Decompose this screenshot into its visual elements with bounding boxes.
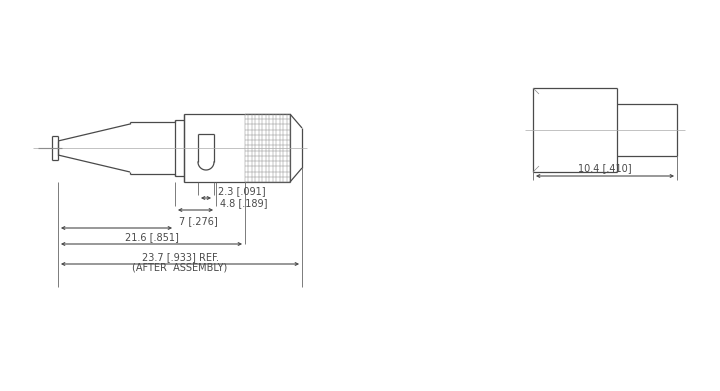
- Text: 4.8 [.189]: 4.8 [.189]: [220, 198, 268, 208]
- Text: 23.7 [.933] REF.: 23.7 [.933] REF.: [142, 252, 218, 262]
- Text: 2.3 [.091]: 2.3 [.091]: [218, 186, 266, 196]
- Text: 21.6 [.851]: 21.6 [.851]: [125, 232, 179, 242]
- Text: (AFTER  ASSEMBLY): (AFTER ASSEMBLY): [132, 263, 228, 273]
- Text: 10.4 [.410]: 10.4 [.410]: [578, 163, 632, 173]
- Text: 7 [.276]: 7 [.276]: [179, 216, 217, 226]
